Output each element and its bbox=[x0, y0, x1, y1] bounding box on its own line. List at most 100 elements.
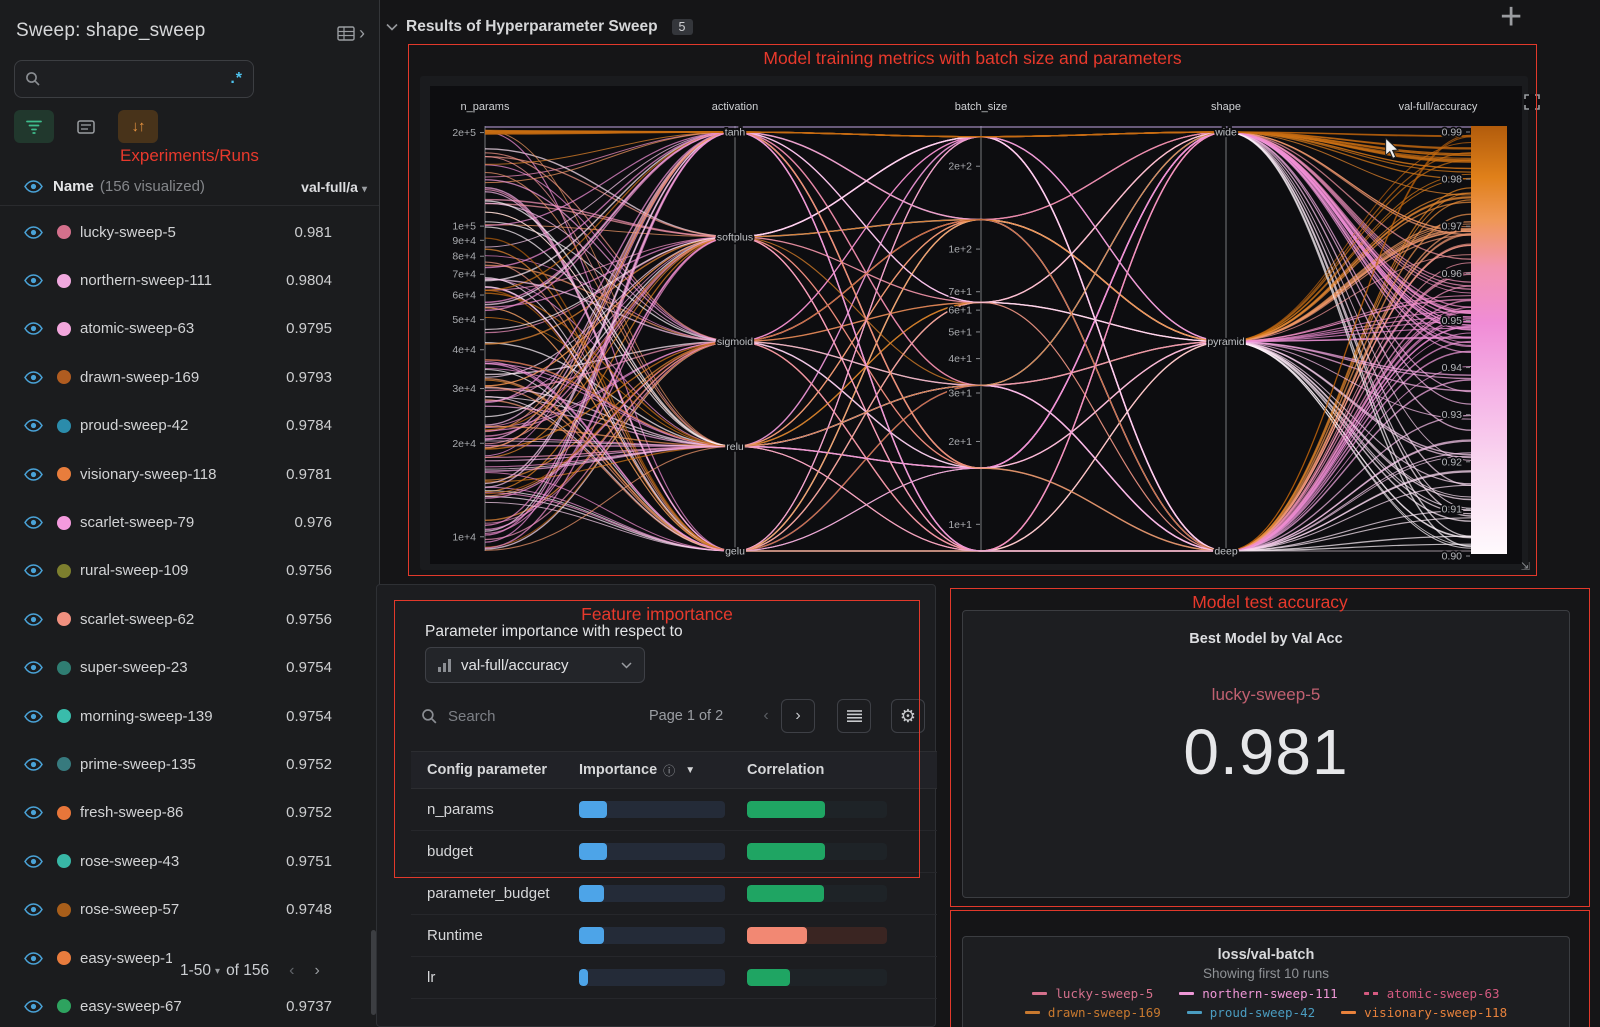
column-metric[interactable]: val-full/a ▾ bbox=[301, 178, 367, 195]
visibility-eye-icon[interactable] bbox=[24, 564, 43, 578]
svg-text:tanh: tanh bbox=[725, 127, 746, 139]
run-row[interactable]: rose-sweep-43 0.9751 bbox=[0, 837, 379, 885]
visibility-eye-icon[interactable] bbox=[24, 1000, 43, 1013]
next-page-button[interactable]: › bbox=[781, 699, 815, 733]
run-name[interactable]: atomic-sweep-63 bbox=[80, 320, 195, 338]
visibility-eye-icon[interactable] bbox=[24, 371, 43, 384]
run-name[interactable]: scarlet-sweep-62 bbox=[80, 610, 195, 628]
metric-dropdown[interactable]: val-full/accuracy bbox=[425, 647, 645, 683]
column-correlation[interactable]: Correlation bbox=[747, 762, 825, 778]
run-name[interactable]: fresh-sweep-86 bbox=[80, 804, 184, 822]
visibility-eye-icon[interactable] bbox=[24, 709, 43, 723]
run-name[interactable]: rural-sweep-109 bbox=[80, 562, 189, 580]
run-metric-value: 0.9781 bbox=[286, 465, 332, 483]
visibility-eye-icon[interactable] bbox=[24, 951, 43, 965]
pagination-prev-icon[interactable]: ‹ bbox=[289, 962, 295, 979]
legend-item[interactable]: atomic-sweep-63 bbox=[1363, 986, 1500, 1001]
visibility-eye-icon[interactable] bbox=[24, 274, 43, 287]
run-row[interactable]: drawn-sweep-169 0.9793 bbox=[0, 353, 379, 401]
parallel-coordinates-chart[interactable]: n_params activation batch_size shape val-ful… bbox=[430, 86, 1522, 564]
run-row[interactable]: easy-sweep-1 bbox=[0, 934, 379, 982]
visibility-eye-icon[interactable] bbox=[24, 180, 43, 193]
run-row[interactable]: lucky-sweep-5 0.981 bbox=[0, 208, 379, 256]
run-row[interactable]: northern-sweep-111 0.9804 bbox=[0, 256, 379, 304]
run-row[interactable]: fresh-sweep-86 0.9752 bbox=[0, 789, 379, 837]
run-name[interactable]: prime-sweep-135 bbox=[80, 755, 196, 773]
run-name[interactable]: northern-sweep-111 bbox=[80, 272, 213, 290]
visibility-eye-icon[interactable] bbox=[24, 613, 43, 626]
visibility-eye-icon[interactable] bbox=[24, 225, 43, 239]
run-name[interactable]: scarlet-sweep-79 bbox=[80, 514, 195, 532]
run-name[interactable]: proud-sweep-42 bbox=[80, 417, 189, 435]
visibility-eye-icon[interactable] bbox=[24, 806, 43, 820]
run-row[interactable]: scarlet-sweep-79 0.976 bbox=[0, 498, 379, 546]
visibility-eye-icon[interactable] bbox=[24, 661, 43, 674]
legend-item[interactable]: northern-sweep-111 bbox=[1179, 986, 1338, 1001]
best-model-panel: Best Model by Val Acc lucky-sweep-5 0.98… bbox=[962, 610, 1570, 898]
importance-table-row[interactable]: parameter_budget bbox=[411, 873, 937, 915]
importance-table-row[interactable]: budget bbox=[411, 831, 937, 873]
legend-item[interactable]: proud-sweep-42 bbox=[1186, 1005, 1315, 1020]
visibility-eye-icon[interactable] bbox=[24, 467, 43, 481]
run-row[interactable]: easy-sweep-67 0.9737 bbox=[0, 982, 379, 1027]
sort-button[interactable]: ↓↑ bbox=[118, 110, 158, 143]
settings-gear-icon[interactable]: ⚙ bbox=[891, 699, 925, 733]
list-view-button[interactable] bbox=[66, 110, 106, 143]
run-name[interactable]: easy-sweep-67 bbox=[80, 997, 182, 1015]
legend-item[interactable]: visionary-sweep-118 bbox=[1341, 1005, 1507, 1020]
run-name[interactable]: easy-sweep-1 bbox=[80, 949, 174, 967]
importance-table-row[interactable]: Runtime bbox=[411, 915, 937, 957]
run-name[interactable]: morning-sweep-139 bbox=[80, 707, 213, 725]
column-name[interactable]: Name bbox=[53, 178, 94, 195]
legend-item[interactable]: lucky-sweep-5 bbox=[1032, 986, 1153, 1001]
run-name[interactable]: lucky-sweep-5 bbox=[80, 223, 176, 241]
run-row[interactable]: rose-sweep-57 0.9748 bbox=[0, 885, 379, 933]
info-icon[interactable]: ⓘ bbox=[663, 763, 676, 778]
filter-button[interactable] bbox=[14, 110, 54, 143]
run-row[interactable]: visionary-sweep-118 0.9781 bbox=[0, 450, 379, 498]
importance-search-input[interactable]: Search bbox=[448, 707, 496, 725]
best-model-run-link[interactable]: lucky-sweep-5 bbox=[1211, 685, 1321, 704]
visibility-eye-icon[interactable] bbox=[24, 903, 43, 916]
run-name[interactable]: visionary-sweep-118 bbox=[80, 465, 217, 483]
run-name[interactable]: rose-sweep-57 bbox=[80, 901, 180, 919]
add-panel-icon[interactable]: + bbox=[1500, 0, 1523, 38]
column-importance[interactable]: Importance bbox=[579, 762, 658, 778]
table-view-icon[interactable] bbox=[337, 25, 355, 41]
run-search-box[interactable]: .* bbox=[14, 60, 254, 98]
visibility-eye-icon[interactable] bbox=[24, 516, 43, 529]
collapse-sidebar-chevron-icon[interactable]: › bbox=[359, 23, 365, 43]
pagination-range[interactable]: 1-50 bbox=[180, 962, 212, 979]
run-row[interactable]: prime-sweep-135 0.9752 bbox=[0, 740, 379, 788]
run-row[interactable]: atomic-sweep-63 0.9795 bbox=[0, 305, 379, 353]
regex-toggle[interactable]: .* bbox=[230, 70, 243, 87]
run-row[interactable]: morning-sweep-139 0.9754 bbox=[0, 692, 379, 740]
run-search-input[interactable] bbox=[41, 71, 231, 87]
importance-table-row[interactable]: lr bbox=[411, 957, 937, 999]
section-collapse-chevron-icon[interactable] bbox=[386, 23, 398, 31]
run-name[interactable]: rose-sweep-43 bbox=[80, 852, 180, 870]
section-title[interactable]: Results of Hyperparameter Sweep bbox=[406, 18, 658, 35]
visibility-eye-icon[interactable] bbox=[24, 419, 43, 433]
sidebar-scrollbar[interactable] bbox=[371, 930, 376, 1015]
prev-page-button[interactable]: ‹ bbox=[763, 707, 769, 724]
importance-table-row[interactable]: n_params bbox=[411, 789, 937, 831]
config-parameter-name: budget bbox=[427, 843, 473, 860]
run-row[interactable]: proud-sweep-42 0.9784 bbox=[0, 402, 379, 450]
run-row[interactable]: rural-sweep-109 0.9756 bbox=[0, 547, 379, 595]
column-config-parameter[interactable]: Config parameter bbox=[427, 762, 548, 778]
run-metric-value: 0.9754 bbox=[286, 707, 332, 725]
visibility-eye-icon[interactable] bbox=[24, 758, 43, 771]
table-menu-button[interactable] bbox=[837, 699, 871, 733]
run-list-pagination[interactable]: 1-50 ▾ of 156 ‹ › bbox=[172, 956, 328, 986]
run-name[interactable]: super-sweep-23 bbox=[80, 659, 188, 677]
run-row[interactable]: scarlet-sweep-62 0.9756 bbox=[0, 595, 379, 643]
svg-text:wide: wide bbox=[1214, 127, 1237, 139]
legend-item[interactable]: drawn-sweep-169 bbox=[1024, 1005, 1161, 1020]
pagination-next-icon[interactable]: › bbox=[314, 962, 320, 979]
run-row[interactable]: super-sweep-23 0.9754 bbox=[0, 644, 379, 692]
visibility-eye-icon[interactable] bbox=[24, 322, 43, 336]
run-name[interactable]: drawn-sweep-169 bbox=[80, 368, 200, 386]
visibility-eye-icon[interactable] bbox=[24, 855, 43, 868]
search-icon bbox=[421, 708, 438, 725]
